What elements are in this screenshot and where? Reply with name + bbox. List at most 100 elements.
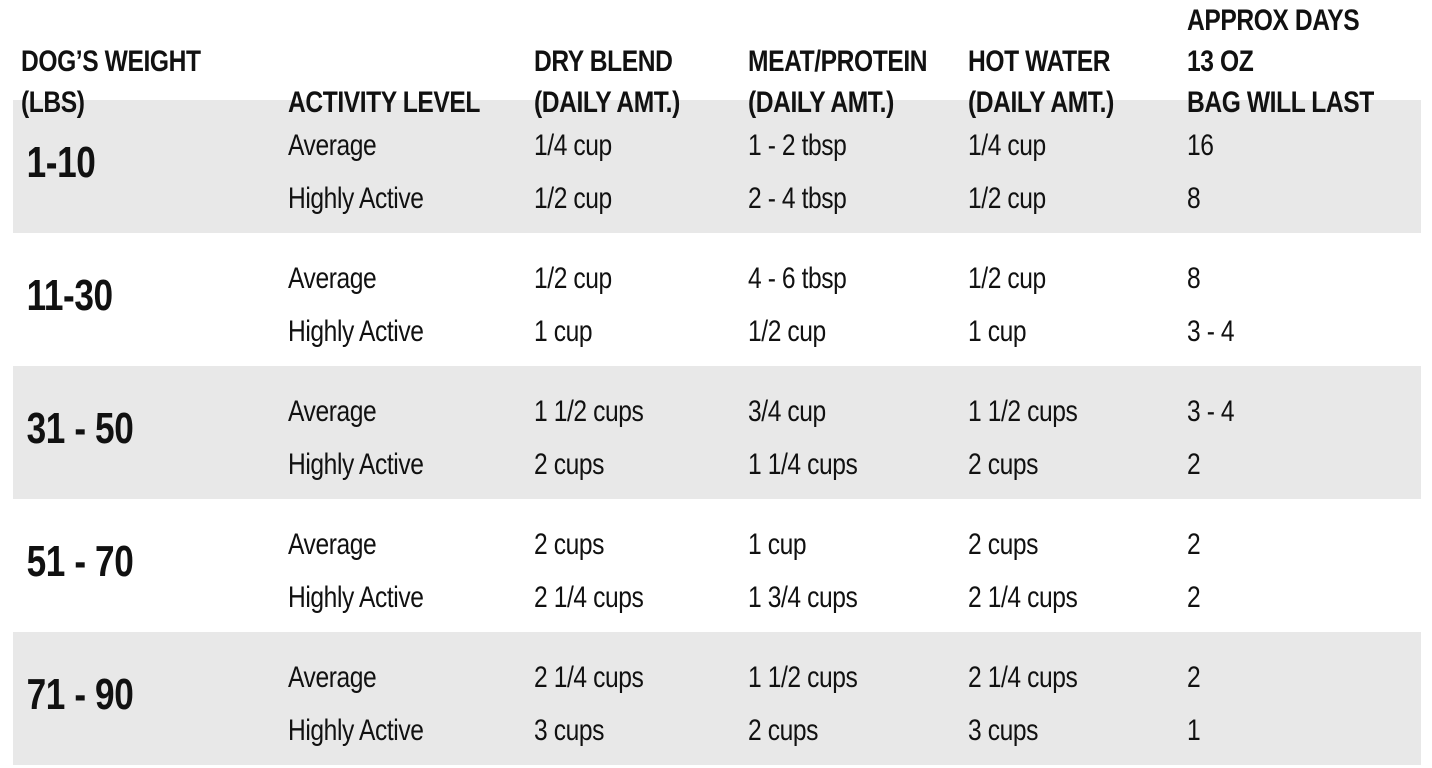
weight-range: 11-30 (21, 233, 288, 366)
dry-blend-highly-active: 1/2 cup (534, 182, 612, 215)
activity-highly-active: Highly Active (288, 182, 424, 215)
table-header-row: DOG’S WEIGHT (LBS) ACTIVITY LEVEL DRY BL… (13, 0, 1421, 119)
hot-water-cell: 2 cups 2 1/4 cups (968, 499, 1187, 632)
table-row: 31 - 50 Average Highly Active 1 1/2 cups… (13, 366, 1421, 499)
activity-average: Average (288, 661, 377, 694)
column-header-label: ACTIVITY LEVEL (288, 86, 481, 119)
column-header-meat-protein: MEAT/PROTEIN (DAILY AMT.) (748, 41, 968, 130)
weight-range-label: 51 - 70 (26, 536, 134, 586)
meat-protein-average: 1 - 2 tbsp (748, 129, 847, 162)
days-highly-active: 2 (1187, 448, 1201, 481)
weight-range-label: 31 - 50 (26, 403, 134, 453)
meat-protein-highly-active: 2 cups (748, 714, 819, 747)
column-header-label: APPROX DAYS 13 OZ BAG WILL LAST (1187, 4, 1374, 119)
days-bag-lasts-cell: 2 2 (1187, 499, 1421, 632)
dry-blend-cell: 2 1/4 cups 3 cups (534, 632, 748, 765)
dry-blend-highly-active: 1 cup (534, 315, 593, 348)
activity-level-cell: Average Highly Active (288, 100, 534, 233)
hot-water-average: 2 1/4 cups (968, 661, 1078, 694)
column-header-dogs-weight: DOG’S WEIGHT (LBS) (21, 41, 288, 130)
days-bag-lasts-cell: 2 1 (1187, 632, 1421, 765)
meat-protein-average: 1 cup (748, 528, 807, 561)
activity-highly-active: Highly Active (288, 581, 424, 614)
dry-blend-average: 1 1/2 cups (534, 395, 644, 428)
weight-range: 1-10 (21, 100, 288, 233)
weight-range-label: 1-10 (26, 137, 96, 187)
days-highly-active: 1 (1187, 714, 1201, 747)
column-header-hot-water: HOT WATER (DAILY AMT.) (968, 41, 1187, 130)
days-average: 8 (1187, 262, 1201, 295)
meat-protein-cell: 1 cup 1 3/4 cups (748, 499, 968, 632)
hot-water-cell: 1/2 cup 1 cup (968, 233, 1187, 366)
meat-protein-highly-active: 1 3/4 cups (748, 581, 858, 614)
dry-blend-highly-active: 2 1/4 cups (534, 581, 644, 614)
dry-blend-average: 1/4 cup (534, 129, 612, 162)
table-row: 51 - 70 Average Highly Active 2 cups 2 1… (13, 499, 1421, 632)
meat-protein-average: 4 - 6 tbsp (748, 262, 847, 295)
meat-protein-highly-active: 1/2 cup (748, 315, 826, 348)
dry-blend-average: 2 cups (534, 528, 605, 561)
hot-water-average: 1/2 cup (968, 262, 1046, 295)
column-header-activity-level: ACTIVITY LEVEL (288, 82, 534, 130)
dry-blend-cell: 1/2 cup 1 cup (534, 233, 748, 366)
dry-blend-cell: 1/4 cup 1/2 cup (534, 100, 748, 233)
column-header-days-bag-lasts: APPROX DAYS 13 OZ BAG WILL LAST (1187, 0, 1421, 130)
days-bag-lasts-cell: 16 8 (1187, 100, 1421, 233)
column-header-label: DOG’S WEIGHT (LBS) (21, 45, 201, 119)
hot-water-highly-active: 1/2 cup (968, 182, 1046, 215)
dry-blend-average: 2 1/4 cups (534, 661, 644, 694)
hot-water-average: 1 1/2 cups (968, 395, 1078, 428)
hot-water-average: 2 cups (968, 528, 1039, 561)
table-row: 1-10 Average Highly Active 1/4 cup 1/2 c… (13, 100, 1421, 233)
activity-level-cell: Average Highly Active (288, 632, 534, 765)
hot-water-highly-active: 2 1/4 cups (968, 581, 1078, 614)
weight-range-label: 11-30 (26, 270, 113, 320)
weight-range: 51 - 70 (21, 499, 288, 632)
days-highly-active: 2 (1187, 581, 1201, 614)
meat-protein-cell: 1 - 2 tbsp 2 - 4 tbsp (748, 100, 968, 233)
activity-highly-active: Highly Active (288, 448, 424, 481)
meat-protein-cell: 1 1/2 cups 2 cups (748, 632, 968, 765)
hot-water-average: 1/4 cup (968, 129, 1046, 162)
meat-protein-average: 1 1/2 cups (748, 661, 858, 694)
days-bag-lasts-cell: 3 - 4 2 (1187, 366, 1421, 499)
hot-water-highly-active: 2 cups (968, 448, 1039, 481)
days-average: 16 (1187, 129, 1214, 162)
weight-range: 31 - 50 (21, 366, 288, 499)
meat-protein-cell: 4 - 6 tbsp 1/2 cup (748, 233, 968, 366)
hot-water-cell: 2 1/4 cups 3 cups (968, 632, 1187, 765)
activity-highly-active: Highly Active (288, 714, 424, 747)
dry-blend-cell: 2 cups 2 1/4 cups (534, 499, 748, 632)
column-header-label: HOT WATER (DAILY AMT.) (968, 45, 1114, 119)
meat-protein-cell: 3/4 cup 1 1/4 cups (748, 366, 968, 499)
hot-water-highly-active: 3 cups (968, 714, 1039, 747)
dry-blend-highly-active: 3 cups (534, 714, 605, 747)
activity-level-cell: Average Highly Active (288, 499, 534, 632)
activity-level-cell: Average Highly Active (288, 233, 534, 366)
activity-level-cell: Average Highly Active (288, 366, 534, 499)
weight-range: 71 - 90 (21, 632, 288, 765)
meat-protein-highly-active: 2 - 4 tbsp (748, 182, 847, 215)
activity-average: Average (288, 395, 377, 428)
dry-blend-highly-active: 2 cups (534, 448, 605, 481)
hot-water-highly-active: 1 cup (968, 315, 1027, 348)
activity-average: Average (288, 528, 377, 561)
activity-average: Average (288, 262, 377, 295)
days-highly-active: 8 (1187, 182, 1201, 215)
hot-water-cell: 1/4 cup 1/2 cup (968, 100, 1187, 233)
days-average: 3 - 4 (1187, 395, 1235, 428)
meat-protein-highly-active: 1 1/4 cups (748, 448, 858, 481)
days-highly-active: 3 - 4 (1187, 315, 1235, 348)
weight-range-label: 71 - 90 (26, 669, 134, 719)
days-average: 2 (1187, 528, 1201, 561)
meat-protein-average: 3/4 cup (748, 395, 826, 428)
table-row: 11-30 Average Highly Active 1/2 cup 1 cu… (13, 233, 1421, 366)
activity-highly-active: Highly Active (288, 315, 424, 348)
hot-water-cell: 1 1/2 cups 2 cups (968, 366, 1187, 499)
column-header-label: MEAT/PROTEIN (DAILY AMT.) (748, 45, 928, 119)
column-header-label: DRY BLEND (DAILY AMT.) (534, 45, 680, 119)
activity-average: Average (288, 129, 377, 162)
days-average: 2 (1187, 661, 1201, 694)
dry-blend-cell: 1 1/2 cups 2 cups (534, 366, 748, 499)
